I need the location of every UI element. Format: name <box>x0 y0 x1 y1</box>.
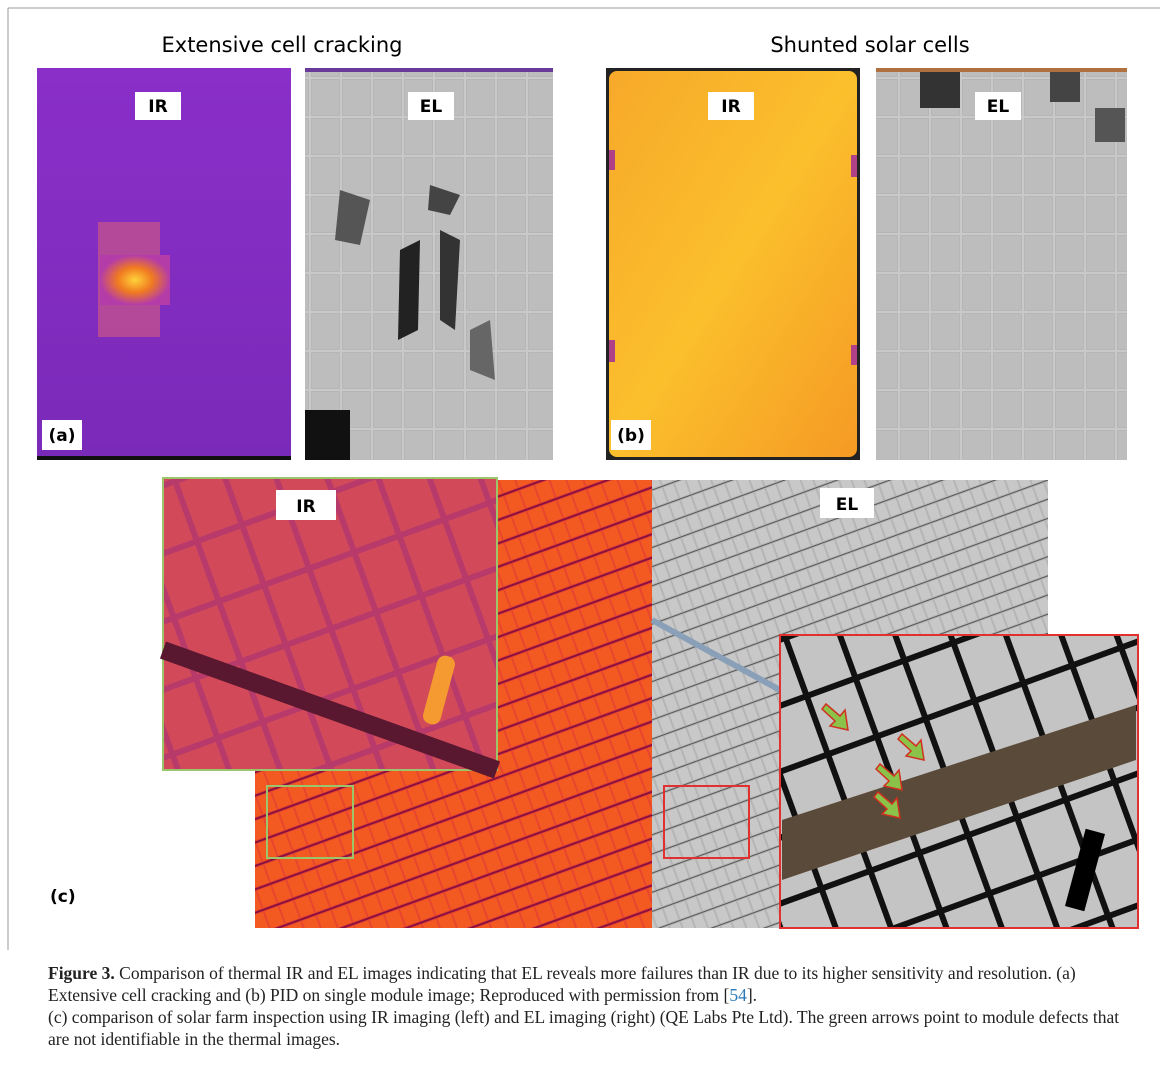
image-label: IR <box>148 97 167 117</box>
caption-text: Comparison of thermal IR and EL images i… <box>48 963 1076 1005</box>
caption: Figure 3. Comparison of thermal IR and E… <box>48 962 1143 1050</box>
figure: Extensive cell cracking Shunted solar ce… <box>0 0 1167 950</box>
hotspot <box>609 340 615 362</box>
panel-heading: Shunted solar cells <box>770 33 969 57</box>
panel-tag: (c) <box>50 887 76 907</box>
hotspot <box>851 155 857 177</box>
image-label: IR <box>296 497 315 517</box>
edge <box>305 68 553 72</box>
ir-inset <box>163 478 497 770</box>
dark-cell <box>920 72 960 108</box>
page: Extensive cell cracking Shunted solar ce… <box>0 0 1167 1066</box>
citation-link[interactable]: 54 <box>729 985 747 1005</box>
dark-cell <box>1050 72 1080 102</box>
caption-label: Figure 3. <box>48 963 115 983</box>
caption-text: ]. <box>747 985 757 1005</box>
image-label: EL <box>836 495 859 515</box>
image-label: EL <box>420 97 443 117</box>
dark-cell <box>305 410 350 460</box>
image-label: EL <box>987 97 1010 117</box>
panel-tag: (a) <box>48 426 75 446</box>
ir-module <box>609 71 857 457</box>
caption-text: (c) comparison of solar farm inspection … <box>48 1007 1119 1049</box>
dark-cell <box>1095 108 1125 142</box>
el-image <box>876 68 1127 460</box>
edge <box>876 68 1127 72</box>
hotspot <box>100 255 170 305</box>
el-image <box>305 68 553 460</box>
panel-heading: Extensive cell cracking <box>162 33 403 57</box>
image-label: IR <box>721 97 740 117</box>
edge <box>37 456 291 460</box>
crack <box>398 240 420 340</box>
panel-tag: (b) <box>617 426 645 446</box>
hotspot <box>851 345 857 365</box>
hotspot <box>609 150 615 170</box>
